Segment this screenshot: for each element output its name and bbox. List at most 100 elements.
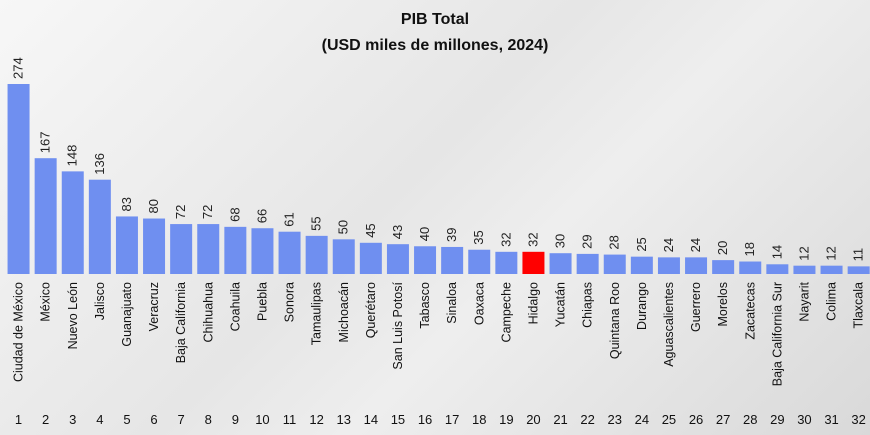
- value-label: 40: [417, 227, 432, 241]
- bar-6: [143, 218, 166, 274]
- value-label: 136: [92, 153, 107, 175]
- rank-label: 31: [824, 412, 838, 427]
- value-label: 55: [309, 216, 324, 230]
- rank-label: 9: [232, 412, 239, 427]
- value-label: 45: [363, 223, 378, 237]
- category-label: Aguascalientes: [662, 282, 676, 367]
- category-label: Chiapas: [581, 282, 595, 328]
- category-label: Guerrero: [689, 282, 703, 332]
- category-label: Michoacán: [337, 282, 351, 342]
- bar-28: [739, 261, 762, 274]
- bar-29: [766, 264, 789, 274]
- chart-title: PIB Total: [401, 11, 469, 28]
- category-label: Tamaulipas: [310, 282, 324, 345]
- bar-3: [61, 171, 84, 274]
- bar-23: [603, 254, 626, 274]
- category-label: Baja California: [174, 282, 188, 363]
- value-label: 43: [390, 225, 405, 239]
- value-label: 68: [227, 207, 242, 221]
- category-label: Sonora: [283, 282, 297, 322]
- bar-25: [657, 257, 680, 274]
- rank-label: 19: [499, 412, 513, 427]
- bar-31: [820, 265, 843, 274]
- rank-label: 17: [445, 412, 459, 427]
- bar-30: [793, 265, 816, 274]
- value-label: 24: [688, 238, 703, 252]
- bar-5: [115, 216, 138, 274]
- bar-24: [630, 256, 653, 274]
- rank-label: 20: [526, 412, 540, 427]
- category-label: Durango: [635, 282, 649, 330]
- value-label: 66: [254, 209, 269, 223]
- value-label: 72: [173, 205, 188, 219]
- value-label: 32: [498, 232, 513, 246]
- value-label: 50: [336, 220, 351, 234]
- value-label: 28: [607, 235, 622, 249]
- bar-27: [712, 260, 735, 274]
- category-label: Coahuila: [228, 282, 242, 331]
- bar-10: [251, 228, 274, 274]
- category-label: Chihuahua: [201, 282, 215, 343]
- category-label: Veracruz: [147, 282, 161, 331]
- rank-label: 4: [96, 412, 103, 427]
- value-label: 11: [851, 248, 866, 262]
- rank-label: 8: [205, 412, 212, 427]
- rank-label: 13: [337, 412, 351, 427]
- rank-label: 3: [69, 412, 76, 427]
- bar-21: [549, 253, 572, 274]
- category-label: Nuevo León: [66, 282, 80, 349]
- bar-19: [495, 251, 518, 274]
- rank-label: 30: [797, 412, 811, 427]
- category-label: Tabasco: [418, 282, 432, 329]
- category-label: San Luis Potosí: [391, 281, 405, 369]
- value-label: 18: [742, 242, 757, 256]
- rank-label: 7: [178, 412, 185, 427]
- category-label: Nayarit: [797, 281, 811, 321]
- value-label: 39: [444, 227, 459, 241]
- category-label: Quintana Roo: [608, 282, 622, 359]
- category-label: Yucatán: [554, 282, 568, 327]
- bar-22: [576, 253, 599, 274]
- bar-20: [522, 251, 545, 274]
- chart-subtitle: (USD miles de millones, 2024): [322, 37, 549, 54]
- category-label: Tlaxcala: [852, 282, 866, 329]
- value-label: 80: [146, 199, 161, 213]
- bar-8: [197, 224, 220, 274]
- rank-label: 12: [309, 412, 323, 427]
- rank-label: 18: [472, 412, 486, 427]
- bar-16: [414, 246, 437, 274]
- rank-label: 6: [150, 412, 157, 427]
- category-label: Campeche: [499, 282, 513, 342]
- value-label: 83: [119, 197, 134, 211]
- bar-14: [359, 242, 382, 274]
- bar-18: [468, 249, 491, 274]
- bar-26: [685, 257, 708, 274]
- value-label: 14: [769, 245, 784, 259]
- rank-label: 1: [15, 412, 22, 427]
- value-label: 72: [200, 205, 215, 219]
- rank-label: 29: [770, 412, 784, 427]
- value-label: 274: [11, 57, 26, 79]
- value-label: 35: [471, 230, 486, 244]
- rank-label: 15: [391, 412, 405, 427]
- rank-label: 21: [553, 412, 567, 427]
- bar-13: [332, 239, 355, 274]
- rank-label: 26: [689, 412, 703, 427]
- category-label: Querétaro: [364, 282, 378, 338]
- bar-11: [278, 231, 301, 274]
- value-label: 61: [282, 212, 297, 226]
- rank-label: 27: [716, 412, 730, 427]
- category-label: Baja California Sur: [770, 282, 784, 386]
- bar-12: [305, 235, 328, 274]
- rank-label: 22: [580, 412, 594, 427]
- bar-7: [170, 224, 193, 274]
- bar-1: [7, 84, 30, 274]
- bar-15: [386, 244, 409, 274]
- value-label: 29: [580, 234, 595, 248]
- value-label: 12: [824, 246, 839, 260]
- rank-label: 11: [283, 412, 297, 427]
- category-label: Puebla: [255, 282, 269, 321]
- rank-label: 14: [364, 412, 378, 427]
- category-label: Zacatecas: [743, 282, 757, 340]
